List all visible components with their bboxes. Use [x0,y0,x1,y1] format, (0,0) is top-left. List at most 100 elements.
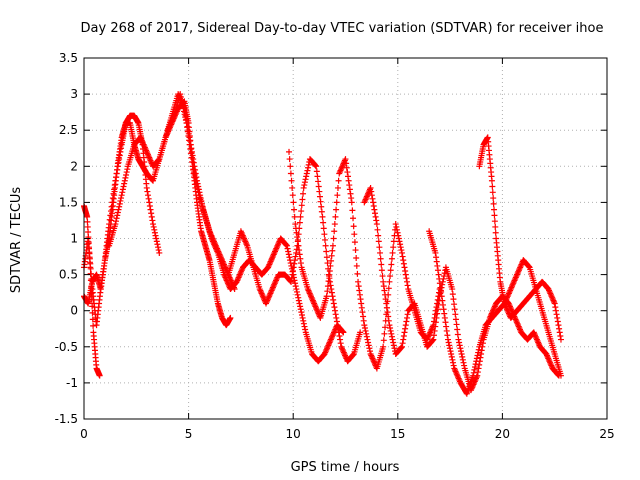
data-point [285,251,292,258]
data-point [287,278,294,285]
data-point [118,192,125,199]
data-point [489,183,496,190]
data-point [436,280,443,287]
data-point [404,282,411,289]
data-point [386,278,393,285]
data-point [293,229,300,236]
data-point [389,249,396,256]
data-point [370,203,377,210]
data-point [382,296,389,303]
data-point [402,325,409,332]
y-tick-label: 0.5 [59,268,78,282]
data-point [439,297,446,304]
data-point [380,343,387,350]
data-point [458,351,465,358]
data-point [384,309,391,316]
data-point [194,186,201,193]
data-point [353,262,360,269]
data-point [189,158,196,165]
data-point [361,322,368,329]
data-point [305,161,312,168]
data-point [148,213,155,220]
data-point [177,91,184,98]
data-point [434,296,441,303]
data-point [299,314,306,321]
data-point [357,296,364,303]
data-point [395,232,402,239]
data-point [150,221,157,228]
data-point [300,190,307,197]
data-point [112,221,119,228]
data-point [476,361,483,368]
data-point [337,336,344,343]
data-point [492,223,499,230]
data-point [149,217,156,224]
data-point [292,283,299,290]
data-point [150,223,157,230]
data-point [87,260,94,267]
data-point [316,193,323,200]
data-point [387,325,394,332]
data-point [434,267,441,274]
data-point [370,199,377,206]
data-point [122,174,129,181]
data-point [490,200,497,207]
data-point [297,213,304,220]
data-point [368,188,375,195]
data-point [450,362,457,369]
data-point [351,231,358,238]
data-point [318,208,325,215]
data-point [289,184,296,191]
data-point [360,313,367,320]
data-point [321,231,328,238]
data-point [398,247,405,254]
data-point [294,238,301,245]
data-point [390,238,397,245]
data-point [151,226,158,233]
data-point [181,111,188,118]
data-point [182,114,189,121]
data-point [404,311,411,318]
data-point [435,271,442,278]
data-point [449,286,456,293]
data-point [334,192,341,199]
data-point [355,278,362,285]
data-point [286,148,293,155]
data-point [449,291,456,298]
data-point [295,242,302,249]
data-point [152,232,159,239]
data-point [554,314,561,321]
data-point [145,195,152,202]
data-point [184,128,191,135]
data-point [329,293,336,300]
data-point [399,253,406,260]
data-point [187,150,194,157]
data-point [180,105,187,112]
data-point [300,184,307,191]
data-point [296,300,303,307]
data-point [369,195,376,202]
data-point [400,260,407,267]
data-point [156,249,163,256]
data-point [289,271,296,278]
data-point [350,351,357,358]
data-point [350,215,357,222]
data-point [380,283,387,290]
y-axis-title: SDTVAR / TECUs [9,187,24,294]
series-arc-c [81,112,163,307]
data-point [381,330,388,337]
data-point [303,173,310,180]
data-point [551,300,558,307]
data-point [459,353,466,360]
data-point [438,293,445,300]
data-point [385,313,392,320]
data-point [474,352,481,359]
x-tick-label: 0 [80,427,88,441]
data-point [394,229,401,236]
data-point [450,359,457,366]
data-point [556,329,563,336]
data-point [453,321,460,328]
data-point [446,342,453,349]
data-point [300,320,307,327]
data-point [401,264,408,271]
